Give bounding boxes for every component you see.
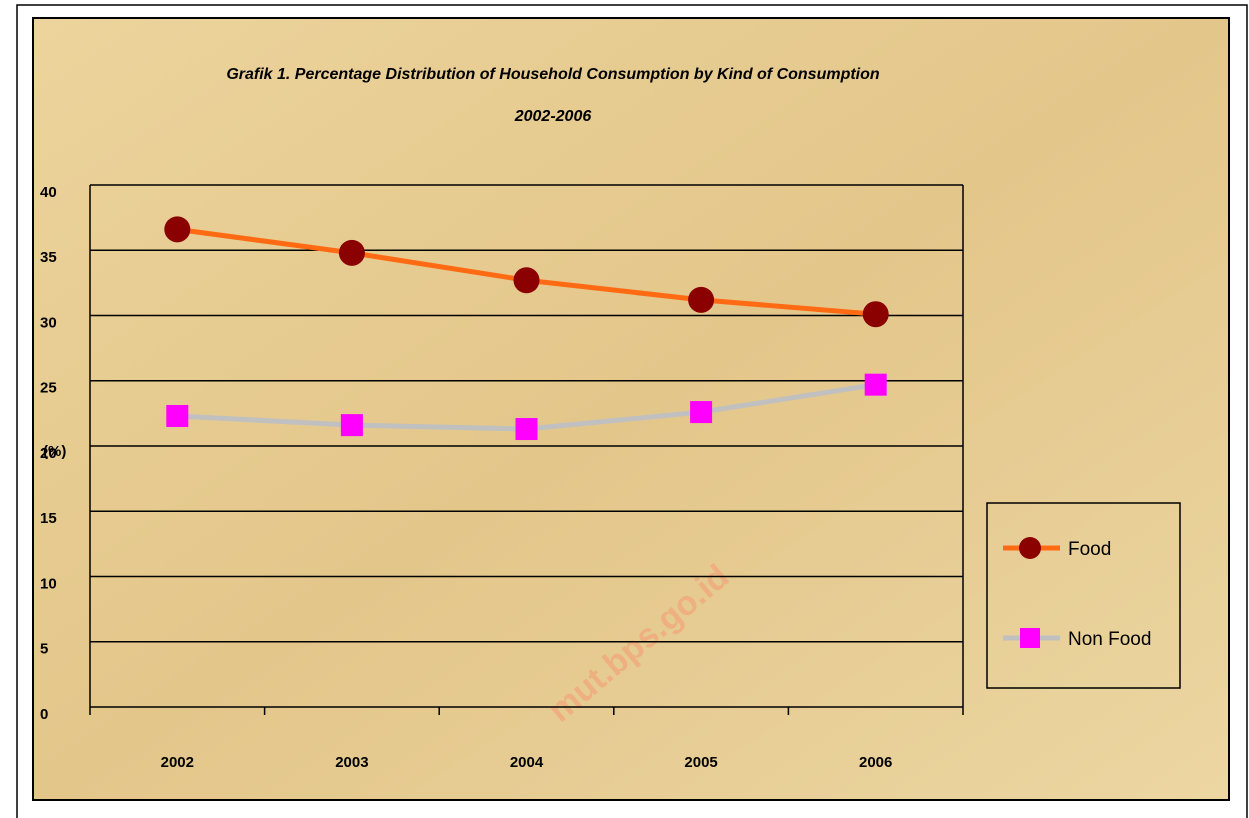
outer-frame [16,4,1248,818]
legend [986,502,1181,689]
y-tick-label: 0 [40,706,48,723]
legend-marker [1019,537,1041,559]
y-axis-label: (%) [43,443,66,460]
x-tick-label: 2002 [161,754,194,771]
y-tick-label: 5 [40,641,48,658]
point [864,373,887,396]
point [164,216,191,243]
y-tick-label: 30 [40,314,57,331]
chart-area [32,17,1230,801]
point [688,286,715,313]
point [338,239,365,266]
x-tick-label: 2005 [684,754,717,771]
point [862,301,889,328]
x-tick-label: 2003 [335,754,368,771]
y-tick-label: 25 [40,380,57,397]
legend-marker [1020,628,1040,648]
point [513,267,540,294]
point [340,414,363,437]
point [515,418,538,441]
y-tick-label: 15 [40,510,57,527]
chart-title: Grafik 1. Percentage Distribution of Hou… [226,66,880,83]
legend-label: Food [1068,539,1111,560]
y-tick-label: 20 [40,445,57,462]
y-tick-label: 35 [40,249,57,266]
legend-label: Non Food [1068,629,1151,650]
chart-subtitle: 2002-2006 [514,108,592,125]
y-tick-label: 10 [40,575,57,592]
x-tick-label: 2006 [859,754,892,771]
point [690,401,713,424]
point [166,404,189,427]
y-tick-label: 40 [40,184,57,201]
x-tick-label: 2004 [510,754,544,771]
